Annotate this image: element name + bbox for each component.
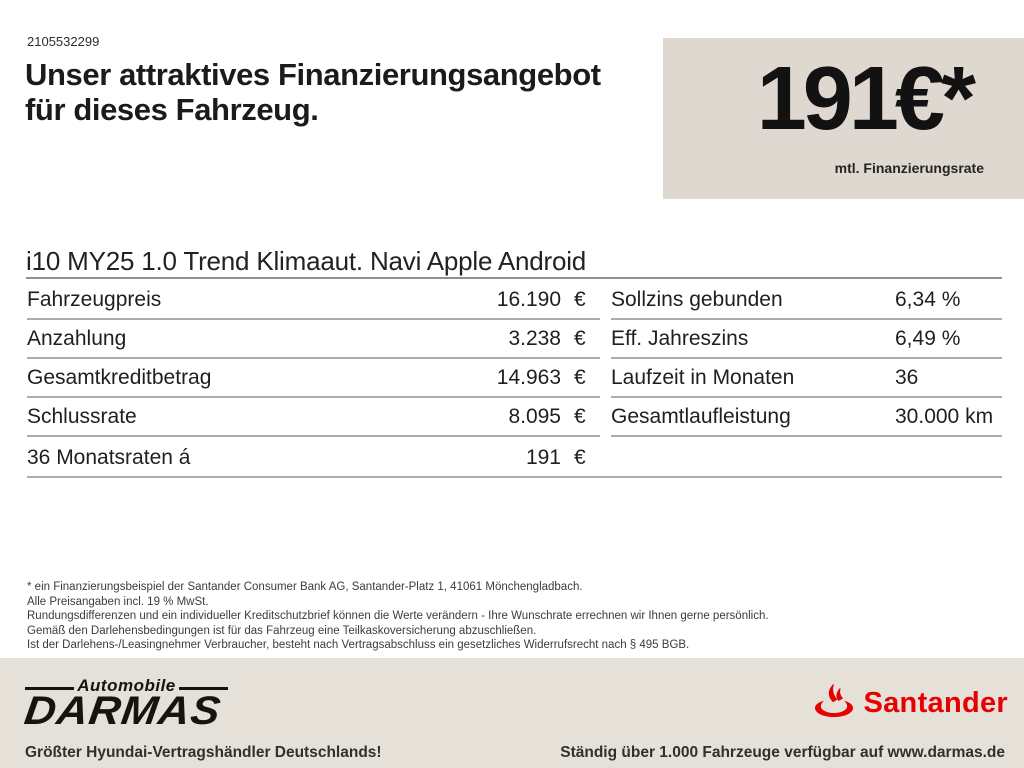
row-unit: € (574, 327, 586, 350)
row-value: 36 (895, 366, 919, 389)
table-bottom-divider (27, 476, 1002, 478)
offer-number: 2105532299 (27, 34, 100, 49)
monthly-rate-caption: mtl. Finanzierungsrate (834, 160, 984, 176)
row-value: 6,49 % (895, 327, 961, 350)
row-label: Eff. Jahreszins (611, 327, 749, 350)
darmas-logo-text: DARMAS (21, 689, 224, 733)
row-unit: € (574, 405, 586, 428)
disclaimer-line: Rundungsdifferenzen und ein individuelle… (27, 610, 769, 622)
santander-flame-icon (814, 682, 854, 725)
disclaimer-line: * ein Finanzierungsbeispiel der Santande… (27, 581, 583, 593)
row-label: Anzahlung (27, 327, 127, 350)
table-row: Laufzeit in Monaten 36 (611, 359, 1002, 398)
table-row: Anzahlung 3.238 € (27, 320, 600, 359)
row-value: 30.000 km (895, 405, 994, 428)
row-value: 3.238 (508, 327, 561, 350)
santander-logo: Santander (814, 682, 1008, 725)
disclaimer-line: Gemäß den Darlehensbedingungen ist für d… (27, 624, 537, 637)
darmas-logo-automobile-text: Automobile (77, 676, 176, 695)
disclaimer-line: Ist der Darlehens-/Leasingnehmer Verbrau… (27, 639, 690, 651)
santander-logo-text: Santander (863, 687, 1008, 719)
row-label: Sollzins gebunden (611, 288, 783, 311)
row-label: Gesamtlaufleistung (611, 405, 791, 428)
darmas-logo-top: Automobile (25, 676, 228, 696)
row-value: 16.190 (496, 288, 561, 311)
disclaimer-line: Alle Preisangaben incl. 19 % MwSt. (27, 595, 209, 608)
bank-tagline: Ständig über 1.000 Fahrzeuge verfügbar a… (560, 744, 1005, 761)
disclaimer-text: * ein Finanzierungsbeispiel der Santande… (27, 580, 769, 653)
title-divider (26, 277, 1002, 279)
table-row: Eff. Jahreszins 6,49 % (611, 320, 1002, 359)
financing-table-left: Fahrzeugpreis 16.190 € Anzahlung 3.238 €… (27, 281, 600, 476)
row-label: Laufzeit in Monaten (611, 366, 795, 389)
row-label: Fahrzeugpreis (27, 288, 162, 311)
table-row: 36 Monatsraten á 191 € (27, 437, 600, 476)
table-row: Gesamtlaufleistung 30.000 km (611, 398, 1002, 437)
footer: Automobile DARMAS Größter Hyundai-Vertra… (0, 658, 1024, 768)
logo-rule-left (25, 687, 75, 690)
logo-rule-right (178, 687, 228, 690)
headline-line-2: für dieses Fahrzeug. (25, 92, 319, 127)
row-label: Schlussrate (27, 405, 137, 428)
row-unit: € (574, 446, 586, 469)
table-row: Sollzins gebunden 6,34 % (611, 281, 1002, 320)
financing-table-right: Sollzins gebunden 6,34 % Eff. Jahreszins… (611, 281, 1002, 437)
monthly-rate-box: 191€* mtl. Finanzierungsrate (663, 38, 1024, 199)
headline-line-1: Unser attraktives Finanzierungsangebot (25, 57, 601, 92)
row-value: 8.095 (508, 405, 561, 428)
row-value: 6,34 % (895, 288, 961, 311)
table-row: Schlussrate 8.095 € (27, 398, 600, 437)
dealer-tagline: Größter Hyundai-Vertragshändler Deutschl… (25, 744, 382, 761)
row-unit: € (574, 366, 586, 389)
row-label: Gesamtkreditbetrag (27, 366, 212, 389)
row-label: 36 Monatsraten á (27, 446, 191, 469)
page-title: Unser attraktives Finanzierungsangebot f… (25, 57, 601, 127)
vehicle-title: i10 MY25 1.0 Trend Klimaaut. Navi Apple … (26, 246, 587, 276)
row-unit: € (574, 288, 586, 311)
monthly-rate-amount: 191€* (756, 49, 976, 149)
row-value: 191 (525, 446, 561, 469)
row-value: 14.963 (496, 366, 561, 389)
table-row: Gesamtkreditbetrag 14.963 € (27, 359, 600, 398)
table-row: Fahrzeugpreis 16.190 € (27, 281, 600, 320)
